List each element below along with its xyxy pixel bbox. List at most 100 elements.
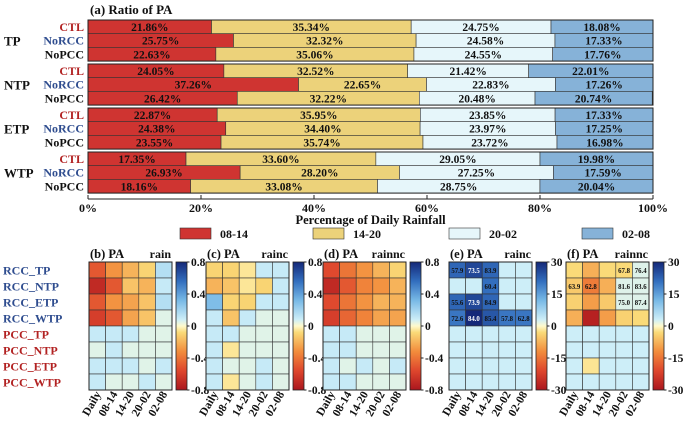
colorbar — [292, 261, 305, 391]
heatmap-cell — [565, 261, 583, 279]
heatmap-cell — [322, 293, 340, 311]
group-label: TP — [4, 34, 21, 49]
bar-group-etp: ETP CTL 22.87% 35.95% 23.85% 17.33% NoRCC 24.38… — [4, 107, 654, 150]
heatmap-cell — [389, 373, 407, 391]
bar-value-label: 17.76% — [584, 49, 621, 61]
cell-annotation: 57.9 — [451, 268, 463, 275]
heatmap-cell — [565, 293, 583, 311]
heatmap-cell — [205, 341, 223, 359]
heatmap-cell — [615, 373, 633, 391]
x-tick-label: 20% — [189, 201, 213, 215]
legend-label: 14-20 — [353, 227, 381, 241]
heatmap-cell — [515, 277, 533, 295]
heatmap-cell — [272, 293, 290, 311]
cell-annotation: 81.6 — [618, 284, 630, 291]
heatmap-cell — [255, 357, 273, 375]
heatmap-cell — [155, 341, 173, 359]
panel-variable: rain — [150, 247, 172, 261]
heatmap-cell — [121, 357, 140, 375]
panel-b: (b) PA rainDaily08-1414-2020-0202-080.80.… — [80, 247, 209, 419]
colorbar-tick-label: 30 — [551, 257, 563, 269]
panel-variable: rainnc — [372, 247, 406, 261]
bar-value-label: 35.34% — [293, 22, 330, 34]
heatmap-cell — [582, 325, 600, 343]
heatmap-cell — [255, 341, 273, 359]
heatmap-cell — [565, 357, 583, 375]
group-frame — [87, 63, 654, 106]
colorbar-tick-label: -0.8 — [191, 385, 209, 397]
colorbar-tick-label: -15 — [551, 353, 567, 365]
heatmap-row-label: PCC_ETP — [3, 360, 57, 374]
cell-annotation: 63.9 — [568, 284, 580, 291]
colorbar-tick-label: -15 — [668, 353, 684, 365]
heatmap-row-label: RCC_TP — [3, 264, 50, 278]
row-label: NoPCC — [45, 47, 84, 61]
group-frame — [87, 19, 654, 62]
heatmap-cell — [272, 309, 290, 327]
heatmap-cell — [582, 309, 600, 327]
heatmap-cell — [255, 373, 273, 391]
heatmap-frame — [565, 261, 650, 391]
heatmap-cell — [339, 357, 357, 375]
heatmap-cell — [205, 373, 223, 391]
colorbar-tick-label: 0.4 — [308, 289, 323, 301]
heatmap-cell — [372, 277, 390, 295]
heatmap-cell — [355, 373, 374, 391]
heatmap-cell — [515, 341, 533, 359]
row-label: CTL — [59, 64, 84, 78]
cell-annotation: 72.6 — [451, 316, 463, 323]
legend-swatch — [312, 227, 345, 240]
heatmap-cell — [255, 277, 273, 295]
colorbar-tick-label: 15 — [668, 289, 680, 301]
heatmap-cell — [222, 293, 240, 311]
heatmap-cell — [339, 373, 357, 391]
heatmap-cell — [615, 309, 633, 327]
heatmap-cell — [155, 277, 173, 295]
heatmap-cell — [389, 277, 407, 295]
bar-value-label: 24.58% — [467, 36, 504, 48]
group-label: WTP — [4, 166, 34, 181]
bar-value-label: 17.35% — [118, 154, 155, 166]
colorbar — [535, 261, 548, 391]
heatmap-cell — [389, 357, 407, 375]
heatmap-cell — [498, 293, 516, 311]
colorbar — [652, 261, 665, 391]
heatmap-cell — [205, 261, 223, 279]
heatmap-cell — [598, 309, 617, 327]
bar-value-label: 24.75% — [462, 22, 499, 34]
bar-value-label: 18.08% — [583, 22, 620, 34]
heatmap-cell — [565, 309, 583, 327]
legend-label: 20-02 — [489, 227, 517, 241]
heatmap-cell — [238, 341, 257, 359]
heatmap-cell — [222, 341, 240, 359]
heatmap-cell — [355, 357, 374, 375]
heatmap-cell — [355, 261, 374, 279]
cell-annotation: 55.6 — [451, 300, 463, 307]
heatmap-cell — [238, 357, 257, 375]
heatmap-cell — [105, 309, 123, 327]
heatmap-cell — [105, 325, 123, 343]
heatmap-cell — [205, 325, 223, 343]
cell-annotation: 73.9 — [468, 300, 480, 307]
heatmap-cell — [272, 277, 290, 295]
colorbar-tick-label: -0.4 — [191, 353, 209, 365]
x-tick-label: 100% — [638, 201, 668, 215]
heatmap-cell — [515, 373, 533, 391]
bar-value-label: 22.87% — [134, 110, 171, 122]
bar-value-label: 37.26% — [175, 80, 212, 92]
heatmap-cell — [105, 293, 123, 311]
heatmap-cell — [498, 357, 516, 375]
heatmap-cell — [615, 341, 633, 359]
panel-variable: rainc — [504, 247, 531, 261]
heatmap-cell — [205, 309, 223, 327]
heatmap-cell — [205, 293, 223, 311]
x-tick-label: 0% — [79, 201, 97, 215]
heatmap-cell — [121, 341, 140, 359]
bar-value-label: 20.48% — [458, 93, 495, 105]
heatmap-cell — [481, 341, 500, 359]
colorbar-tick-label: 0.8 — [425, 257, 440, 269]
bar-value-label: 24.05% — [137, 66, 174, 78]
heatmap-cell — [138, 357, 156, 375]
cell-annotation: 60.4 — [485, 284, 497, 291]
panel-variable: rainc — [261, 247, 288, 261]
